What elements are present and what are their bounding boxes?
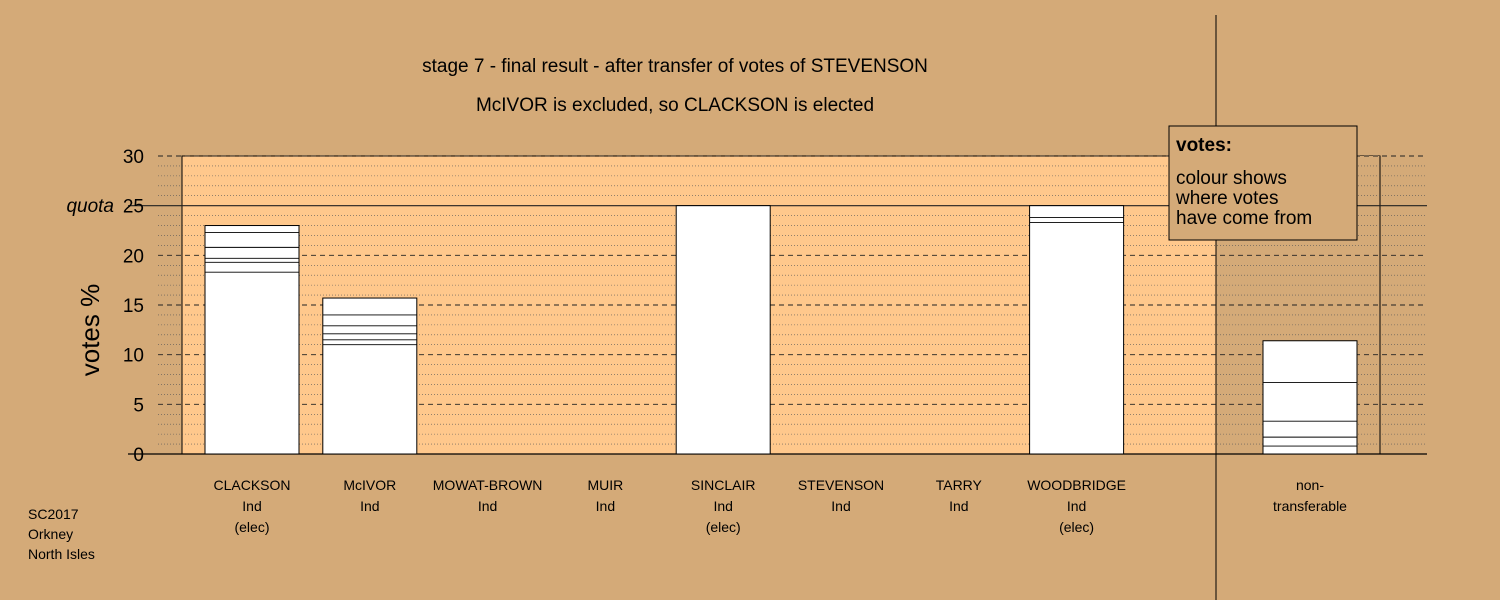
legend-heading: votes: — [1176, 135, 1232, 156]
y-tick-label: 5 — [133, 395, 144, 416]
candidate-name: CLACKSON — [213, 477, 290, 493]
source-line-3: North Isles — [28, 546, 95, 562]
bar-woodbridge — [1029, 205, 1125, 455]
chart-title: stage 7 - final result - after transfer … — [422, 56, 928, 77]
legend-line-1: colour shows — [1176, 168, 1287, 189]
candidate-party: Ind — [713, 498, 732, 514]
bar-nontransferable — [1262, 340, 1358, 455]
y-tick-label: 10 — [123, 346, 144, 367]
y-axis: 0 5 10 15 20 25 30 — [123, 147, 144, 466]
source-line-2: Orkney — [28, 526, 73, 542]
candidate-name: McIVOR — [343, 477, 396, 493]
y-tick-label: 20 — [123, 246, 144, 267]
y-tick-label: 30 — [123, 147, 144, 168]
candidate-status: (elec) — [234, 519, 269, 535]
candidate-status: (elec) — [1059, 519, 1094, 535]
candidate-name: MOWAT-BROWN — [433, 477, 543, 493]
candidate-status: (elec) — [706, 519, 741, 535]
y-tick-label: 0 — [133, 445, 144, 466]
candidate-party: Ind — [478, 498, 497, 514]
nontransferable-label: transferable — [1273, 498, 1347, 514]
y-tick-label: 25 — [123, 197, 144, 218]
candidate-party: Ind — [1067, 498, 1086, 514]
source-line-1: SC2017 — [28, 506, 79, 522]
y-tick-label: 15 — [123, 296, 144, 317]
nontransferable-label: non- — [1296, 477, 1324, 493]
bars — [204, 205, 1358, 455]
legend-line-3: have come from — [1176, 208, 1312, 229]
candidate-party: Ind — [949, 498, 968, 514]
bar-sinclair — [675, 205, 771, 455]
candidate-name: TARRY — [936, 477, 983, 493]
bar-clackson — [204, 225, 300, 455]
candidate-party: Ind — [596, 498, 615, 514]
candidate-party: Ind — [242, 498, 261, 514]
legend: votes: colour shows where votes have com… — [1168, 125, 1358, 241]
candidate-party: Ind — [831, 498, 850, 514]
bar-mcivor — [322, 297, 418, 455]
y-axis-title: votes % — [75, 284, 105, 377]
candidate-party: Ind — [360, 498, 379, 514]
source-note: SC2017 Orkney North Isles — [28, 506, 95, 562]
candidate-name: WOODBRIDGE — [1027, 477, 1126, 493]
candidate-name: MUIR — [588, 477, 624, 493]
candidate-name: STEVENSON — [798, 477, 884, 493]
legend-line-2: where votes — [1175, 188, 1278, 209]
chart-subtitle: McIVOR is excluded, so CLACKSON is elect… — [476, 95, 874, 116]
quota-label: quota — [66, 196, 114, 217]
candidate-name: SINCLAIR — [691, 477, 756, 493]
legend-box — [1168, 125, 1358, 241]
x-axis-labels: CLACKSON Ind (elec) McIVOR Ind MOWAT-BROWN Ind… — [213, 477, 1347, 535]
